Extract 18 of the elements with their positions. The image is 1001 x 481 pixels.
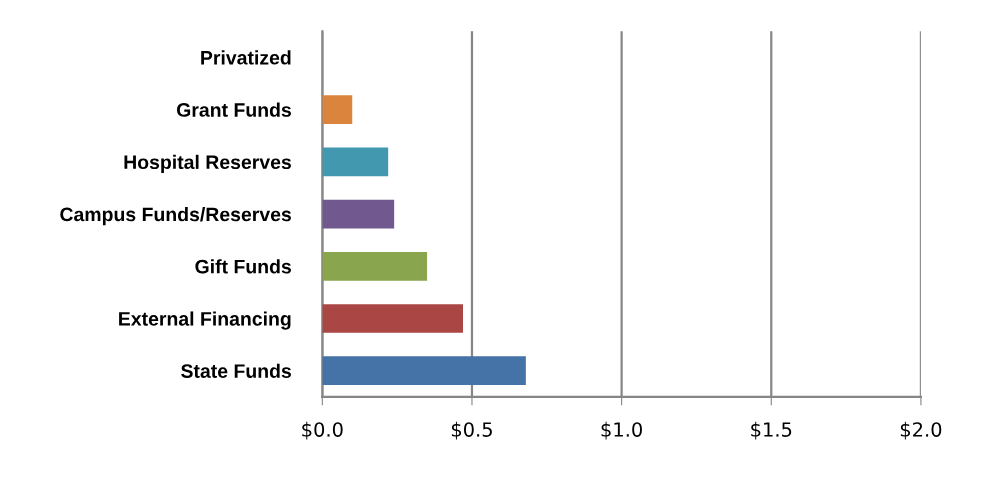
x-tick-label: $1.5: [751, 421, 792, 440]
y-tick-label: External Financing: [119, 311, 291, 330]
bar: [322, 95, 353, 124]
y-tick-label: Campus Funds/Reserves: [60, 207, 291, 226]
bar: [322, 304, 463, 333]
bar: [322, 251, 428, 281]
x-tick-label: $2.0: [900, 421, 942, 440]
bar: [322, 356, 526, 386]
x-tick-label: $0.5: [451, 421, 492, 440]
y-tick-label: State Funds: [181, 363, 291, 378]
y-tick-label: Privatized: [201, 50, 291, 65]
y-tick-label: Gift Funds: [195, 259, 291, 274]
x-tick-label: $0.0: [302, 421, 343, 440]
x-tick-label: $1.0: [601, 421, 642, 440]
bar: [322, 199, 395, 229]
y-tick-label: Hospital Reserves: [124, 154, 291, 173]
y-tick-label: Grant Funds: [176, 102, 291, 117]
bar: [322, 147, 389, 177]
